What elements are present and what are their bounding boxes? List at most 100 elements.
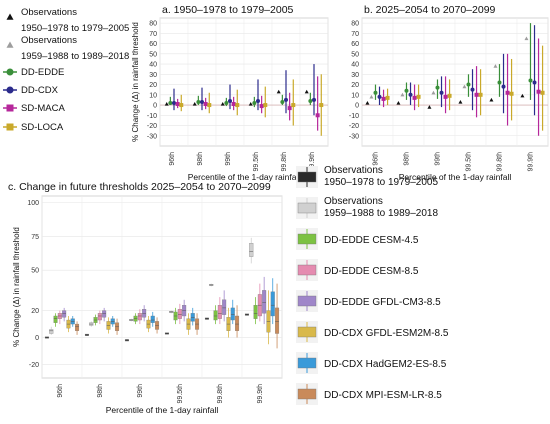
box	[62, 310, 67, 318]
data-point	[315, 113, 320, 118]
data-point	[287, 106, 292, 111]
data-point	[373, 90, 378, 95]
legend-bottom-swatch	[297, 295, 317, 307]
box	[177, 309, 182, 319]
data-point	[308, 98, 313, 103]
x-tick-label: 99.8th	[281, 152, 288, 172]
box	[150, 315, 155, 323]
data-point	[259, 104, 264, 109]
legend-top-marker	[6, 41, 14, 48]
x-tick-label: 99.5th	[177, 384, 184, 404]
legend-top-label: DD-CDX	[21, 85, 59, 96]
data-point	[224, 100, 229, 105]
data-point	[276, 89, 281, 94]
data-point	[431, 90, 436, 95]
legend-bottom-swatch	[297, 202, 317, 214]
legend-top-label: 1950–1978 to 1979–2005	[21, 23, 129, 34]
y-tick-label: 30	[351, 72, 359, 79]
legend-bottom-label: DD-EDDE GFDL-CM3-8.5	[324, 297, 441, 308]
data-point	[377, 94, 382, 99]
data-point	[447, 93, 452, 98]
data-point	[528, 78, 533, 83]
y-tick-label: 20	[31, 308, 39, 315]
x-tick-label: 99.5th	[466, 152, 473, 172]
y-tick-label: 20	[149, 82, 157, 89]
data-point	[540, 90, 545, 95]
y-tick-label: -20	[29, 362, 39, 369]
panel-title: b. 2025–2054 to 2070–2099	[364, 4, 496, 16]
data-point	[280, 99, 285, 104]
y-tick-label: 60	[351, 41, 359, 48]
y-tick-label: -30	[147, 133, 157, 140]
data-point	[179, 103, 184, 108]
x-tick-label: 96th	[57, 384, 64, 398]
data-point	[435, 85, 440, 90]
x-tick-label: 99.9th	[309, 152, 316, 172]
x-tick-label: 99th	[225, 152, 232, 166]
data-point	[532, 80, 537, 85]
data-point	[524, 36, 529, 41]
data-point	[462, 84, 467, 89]
box	[53, 315, 58, 323]
x-tick-label: 99.8th	[217, 384, 224, 404]
x-tick-label: 99th	[435, 152, 442, 166]
data-point	[172, 100, 176, 105]
data-point	[291, 103, 296, 108]
box	[230, 307, 235, 321]
x-tick-label: 99.5th	[253, 152, 260, 172]
box	[137, 313, 142, 321]
y-tick-label: 75	[31, 234, 39, 241]
data-point	[365, 100, 370, 105]
data-point	[263, 103, 268, 108]
box	[213, 310, 218, 321]
data-point	[443, 94, 448, 99]
data-point	[478, 92, 483, 97]
x-tick-label: 98th	[197, 152, 204, 166]
data-point	[497, 80, 502, 85]
data-point	[284, 97, 288, 102]
legend-bottom-label: DD-CDX GFDL-ESM2M-8.5	[324, 328, 449, 339]
x-tick-label: 98th	[97, 384, 104, 398]
x-tick-label: 99th	[137, 384, 144, 398]
x-axis-label: Percentile of the 1-day rainfall	[106, 405, 219, 415]
legend-top-marker	[6, 13, 14, 20]
y-tick-label: 70	[351, 31, 359, 38]
y-axis-label: % Change (Δ) in rainfall threshold	[131, 22, 140, 142]
box	[97, 313, 102, 321]
data-point	[304, 89, 309, 94]
data-point	[164, 102, 169, 106]
y-tick-label: -30	[349, 133, 359, 140]
panel-a-chart: -30 -20 -10 0 10 20 30 40 50 60 70 80 96th 98th 99th 99…	[131, 4, 329, 182]
y-tick-label: 0	[355, 103, 359, 110]
legend-bottom-label: DD-EDDE CESM-8.5	[324, 266, 419, 277]
data-point	[231, 102, 236, 107]
data-point	[408, 92, 413, 97]
data-point	[235, 103, 240, 108]
box	[235, 315, 240, 331]
y-tick-label: 80	[351, 21, 359, 28]
data-point	[200, 99, 204, 104]
box	[262, 290, 267, 314]
y-tick-label: 60	[149, 41, 157, 48]
legend-bottom-label: Observations	[324, 196, 383, 207]
panel-title: c. Change in future thresholds 2025–2054…	[8, 181, 271, 193]
y-tick-label: 40	[351, 62, 359, 69]
box	[222, 299, 227, 315]
x-tick-label: 99.9th	[257, 384, 264, 404]
data-point	[228, 98, 232, 103]
data-point	[256, 98, 260, 103]
x-tick-label: 96th	[373, 152, 380, 166]
panel-title: a. 1950–1978 to 1979–2005	[162, 4, 294, 16]
legend-bottom-label: DD-EDDE CESM-4.5	[324, 235, 419, 246]
y-tick-label: 40	[149, 62, 157, 69]
legend-top-label: Observations	[21, 7, 77, 18]
data-point	[439, 90, 444, 95]
legend-bottom-label: DD-CDX MPI-ESM-LR-8.5	[324, 390, 442, 401]
data-point	[416, 94, 421, 99]
data-point	[319, 103, 324, 108]
data-point	[536, 89, 541, 94]
data-point	[474, 92, 479, 97]
